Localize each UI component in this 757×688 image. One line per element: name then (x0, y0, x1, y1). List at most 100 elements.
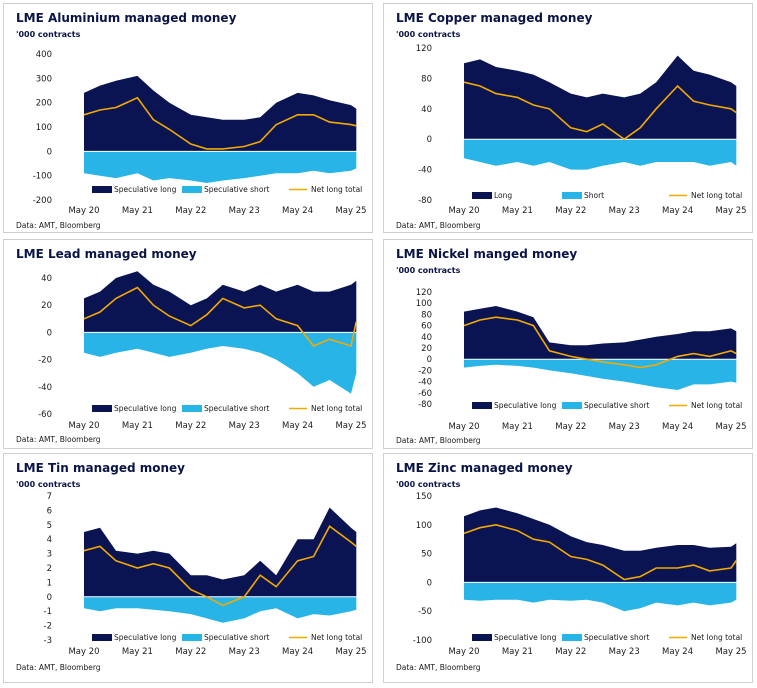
y-tick-label: -100 (33, 172, 52, 182)
chart-title: LME Copper managed money (396, 11, 593, 25)
chart-source: Data: AMT, Bloomberg (16, 221, 101, 230)
y-tick-label: 40 (421, 333, 432, 343)
y-tick-label: -3 (44, 636, 52, 646)
y-tick-label: 40 (421, 105, 432, 115)
x-tick-label: May 23 (229, 206, 260, 216)
y-tick-label: -80 (418, 196, 432, 206)
series-line-net (83, 96, 357, 150)
x-tick-label: May 22 (555, 647, 586, 657)
legend-label: Speculative long (494, 401, 557, 410)
y-tick-label: 20 (421, 344, 432, 354)
x-tick-label: May 22 (175, 421, 206, 431)
legend-swatch (182, 405, 202, 412)
y-tick-label: -40 (38, 383, 52, 393)
y-tick-label: -60 (38, 410, 52, 420)
chart-panel-lead: LME Lead managed money -60 -40 -20 0 20 40 May … (3, 239, 373, 449)
y-tick-label: -200 (33, 196, 52, 206)
y-axis-label: '000 contracts (396, 480, 461, 489)
y-tick-label: 7 (47, 492, 52, 502)
y-tick-label: 1 (47, 578, 52, 588)
chart-copper: LME Copper managed money '000 contracts -8… (396, 11, 747, 230)
x-tick-label: May 21 (122, 647, 153, 657)
x-tick-label: May 23 (229, 421, 260, 431)
x-tick-label: May 23 (609, 647, 640, 657)
legend-label: Speculative long (114, 633, 177, 642)
y-tick-label: 300 (36, 74, 52, 84)
y-axis-label: '000 contracts (396, 30, 461, 39)
x-tick-label: May 23 (609, 206, 640, 216)
x-tick-label: May 21 (122, 206, 153, 216)
y-axis-label: '000 contracts (16, 480, 81, 489)
x-tick-label: May 25 (715, 647, 746, 657)
chart-source: Data: AMT, Bloomberg (396, 436, 481, 445)
x-tick-label: May 21 (502, 206, 533, 216)
chart-panel-copper: LME Copper managed money '000 contracts -8… (383, 3, 753, 233)
y-tick-label: 200 (36, 99, 52, 109)
chart-title: LME Nickel manged money (396, 247, 577, 261)
x-tick-label: May 24 (282, 421, 313, 431)
series-area-short (84, 332, 357, 394)
y-tick-label: -1 (44, 607, 52, 617)
chart-title: LME Lead managed money (16, 247, 197, 261)
x-tick-label: May 22 (175, 206, 206, 216)
x-tick-label: May 25 (335, 421, 366, 431)
y-tick-label: -80 (418, 400, 432, 410)
legend-label: Speculative long (114, 404, 177, 413)
chart-panel-zinc: LME Zinc managed money '000 contracts -100… (383, 453, 753, 683)
chart-source: Data: AMT, Bloomberg (16, 663, 101, 672)
series-area-short (84, 596, 357, 623)
x-tick-label: May 21 (502, 647, 533, 657)
y-tick-label: 60 (421, 322, 432, 332)
series-area-short (464, 582, 737, 612)
chart-title: LME Tin managed money (16, 461, 185, 475)
legend-label: Long (494, 191, 512, 200)
x-tick-label: May 24 (662, 206, 693, 216)
y-tick-label: -50 (418, 607, 432, 617)
y-axis-label: '000 contracts (396, 266, 461, 275)
legend-swatch (92, 634, 112, 641)
y-tick-label: 4 (47, 535, 52, 545)
x-tick-label: May 20 (448, 206, 479, 216)
y-tick-label: -40 (418, 378, 432, 388)
x-tick-label: May 24 (282, 206, 313, 216)
series-line-net (83, 525, 357, 607)
y-tick-label: -40 (418, 166, 432, 176)
legend-swatch (472, 402, 492, 409)
series-area-long (464, 306, 737, 360)
chart-source: Data: AMT, Bloomberg (16, 435, 101, 444)
y-tick-label: 2 (47, 564, 52, 574)
x-tick-label: May 21 (122, 421, 153, 431)
x-tick-label: May 24 (282, 647, 313, 657)
x-tick-label: May 23 (229, 647, 260, 657)
chart-title: LME Aluminium managed money (16, 11, 237, 25)
chart-source: Data: AMT, Bloomberg (396, 221, 481, 230)
x-tick-label: May 25 (335, 206, 366, 216)
chart-panel-nickel: LME Nickel manged money '000 contracts -80… (383, 239, 753, 449)
chart-title: LME Zinc managed money (396, 461, 573, 475)
y-tick-label: 120 (416, 44, 432, 54)
legend-swatch (92, 405, 112, 412)
legend-swatch (182, 634, 202, 641)
y-axis-label: '000 contracts (16, 30, 81, 39)
x-tick-label: May 20 (448, 647, 479, 657)
legend-swatch (562, 402, 582, 409)
y-tick-label: 120 (416, 288, 432, 298)
y-tick-label: 150 (416, 492, 432, 502)
series-area-long (464, 55, 737, 140)
y-tick-label: 0 (427, 135, 432, 145)
legend-label: Net long total (691, 401, 742, 410)
series-area-short (84, 151, 357, 183)
chart-zinc: LME Zinc managed money '000 contracts -100… (396, 461, 747, 672)
y-tick-label: 80 (421, 74, 432, 84)
y-tick-label: 100 (36, 123, 52, 133)
series-line-net (463, 523, 737, 581)
legend-label: Speculative long (494, 633, 557, 642)
x-tick-label: May 20 (68, 206, 99, 216)
y-tick-label: 100 (416, 299, 432, 309)
legend-label: Net long total (311, 404, 362, 413)
legend-label: Net long total (311, 185, 362, 194)
y-tick-label: 40 (41, 274, 52, 284)
x-tick-label: May 24 (662, 647, 693, 657)
chart-source: Data: AMT, Bloomberg (396, 663, 481, 672)
y-tick-label: 0 (427, 578, 432, 588)
